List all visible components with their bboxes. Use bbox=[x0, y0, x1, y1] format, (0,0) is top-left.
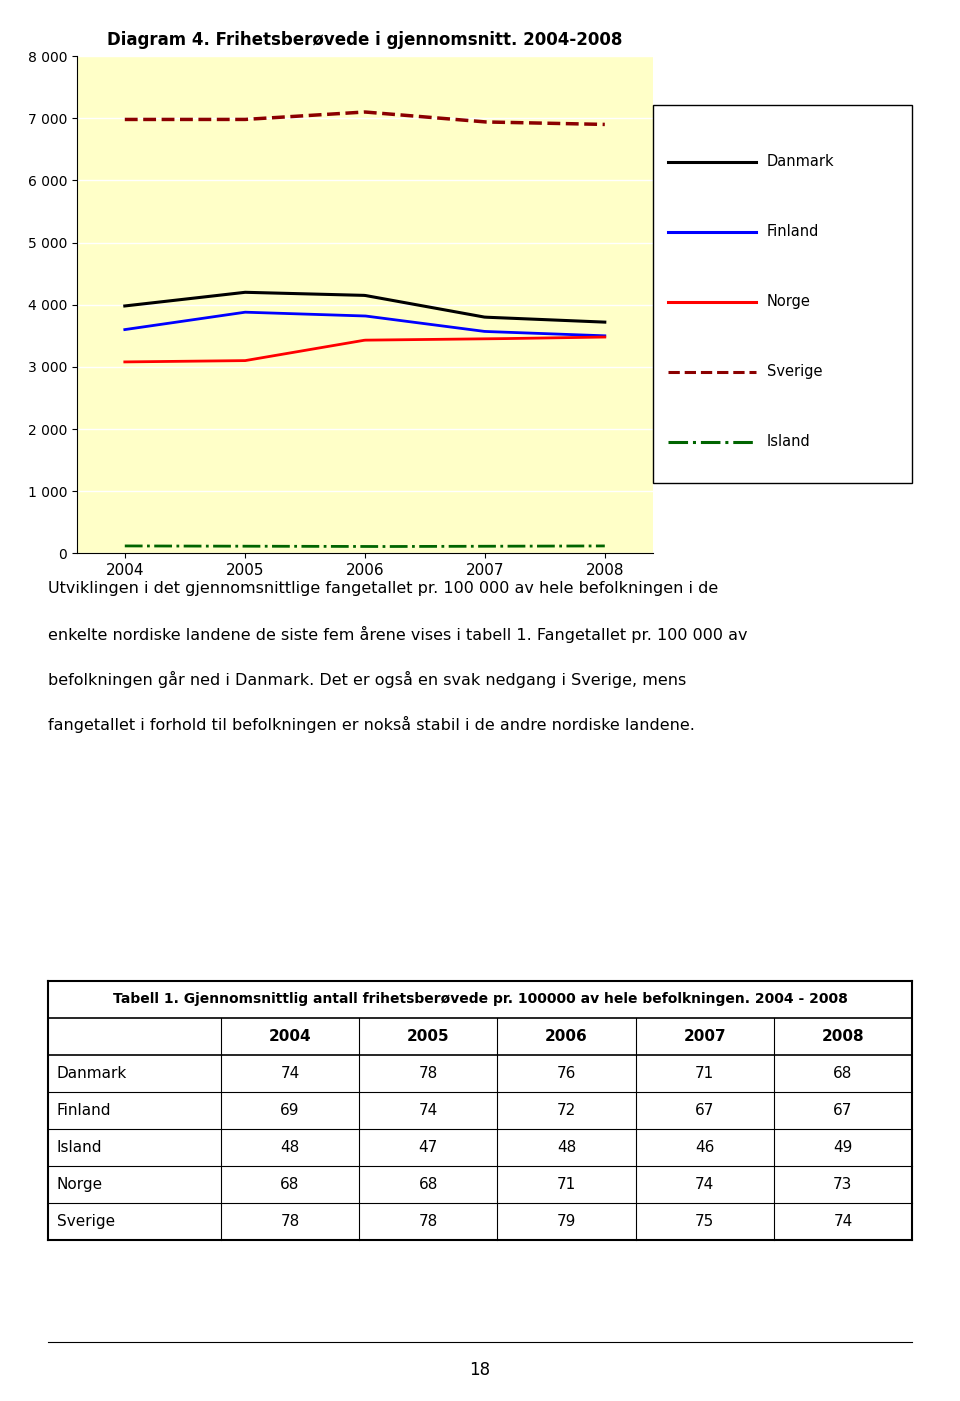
Text: 2007: 2007 bbox=[684, 1028, 726, 1044]
Text: 74: 74 bbox=[419, 1103, 438, 1118]
Text: 2004: 2004 bbox=[269, 1028, 311, 1044]
Text: Norge: Norge bbox=[57, 1177, 103, 1192]
Text: Finland: Finland bbox=[57, 1103, 111, 1118]
Text: 71: 71 bbox=[557, 1177, 576, 1192]
Text: befolkningen går ned i Danmark. Det er også en svak nedgang i Sverige, mens: befolkningen går ned i Danmark. Det er o… bbox=[48, 671, 686, 688]
Text: 68: 68 bbox=[280, 1177, 300, 1192]
Text: 74: 74 bbox=[833, 1213, 852, 1229]
Text: Danmark: Danmark bbox=[57, 1066, 127, 1080]
Text: Island: Island bbox=[767, 434, 810, 450]
Text: Sverige: Sverige bbox=[767, 364, 823, 380]
Text: Danmark: Danmark bbox=[767, 154, 834, 170]
Text: 2005: 2005 bbox=[407, 1028, 449, 1044]
Text: 68: 68 bbox=[419, 1177, 438, 1192]
Text: 76: 76 bbox=[557, 1066, 576, 1080]
Text: 48: 48 bbox=[280, 1140, 300, 1154]
Text: Utviklingen i det gjennomsnittlige fangetallet pr. 100 000 av hele befolkningen : Utviklingen i det gjennomsnittlige fange… bbox=[48, 581, 718, 597]
Title: Diagram 4. Frihetsberøvede i gjennomsnitt. 2004-2008: Diagram 4. Frihetsberøvede i gjennomsnit… bbox=[108, 31, 622, 49]
Text: 67: 67 bbox=[695, 1103, 714, 1118]
Text: 68: 68 bbox=[833, 1066, 852, 1080]
Text: 48: 48 bbox=[557, 1140, 576, 1154]
Text: Finland: Finland bbox=[767, 224, 819, 240]
Text: Norge: Norge bbox=[767, 294, 811, 310]
Text: 74: 74 bbox=[280, 1066, 300, 1080]
Text: 74: 74 bbox=[695, 1177, 714, 1192]
Text: 2006: 2006 bbox=[545, 1028, 588, 1044]
Text: Tabell 1. Gjennomsnittlig antall frihetsberøvede pr. 100000 av hele befolkningen: Tabell 1. Gjennomsnittlig antall frihets… bbox=[112, 992, 848, 1006]
Text: 79: 79 bbox=[557, 1213, 576, 1229]
Text: 46: 46 bbox=[695, 1140, 714, 1154]
Text: 71: 71 bbox=[695, 1066, 714, 1080]
Text: enkelte nordiske landene de siste fem årene vises i tabell 1. Fangetallet pr. 10: enkelte nordiske landene de siste fem år… bbox=[48, 626, 748, 643]
Text: Sverige: Sverige bbox=[57, 1213, 115, 1229]
Text: 73: 73 bbox=[833, 1177, 852, 1192]
Text: 78: 78 bbox=[419, 1066, 438, 1080]
Text: 2008: 2008 bbox=[822, 1028, 864, 1044]
Text: 78: 78 bbox=[280, 1213, 300, 1229]
Text: 47: 47 bbox=[419, 1140, 438, 1154]
Text: 49: 49 bbox=[833, 1140, 852, 1154]
Text: Island: Island bbox=[57, 1140, 102, 1154]
Text: 75: 75 bbox=[695, 1213, 714, 1229]
Text: 67: 67 bbox=[833, 1103, 852, 1118]
Text: 18: 18 bbox=[469, 1362, 491, 1379]
Text: 78: 78 bbox=[419, 1213, 438, 1229]
Text: fangetallet i forhold til befolkningen er nokså stabil i de andre nordiske lande: fangetallet i forhold til befolkningen e… bbox=[48, 716, 695, 733]
Text: 72: 72 bbox=[557, 1103, 576, 1118]
Text: 69: 69 bbox=[280, 1103, 300, 1118]
